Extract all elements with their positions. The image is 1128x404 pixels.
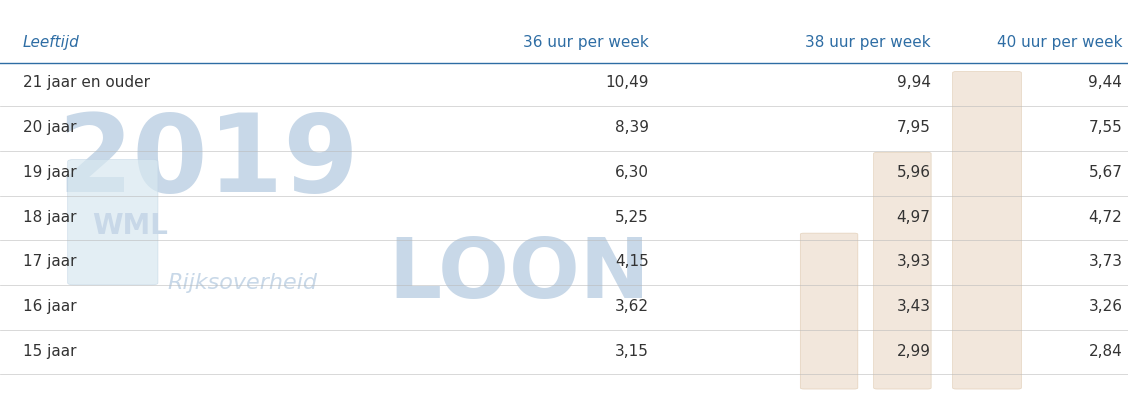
Text: 10,49: 10,49 (605, 75, 649, 90)
Text: 8,39: 8,39 (615, 120, 649, 135)
Text: 4,72: 4,72 (1089, 210, 1122, 225)
Text: 3,62: 3,62 (615, 299, 649, 314)
Text: Leeftijd: Leeftijd (23, 35, 79, 50)
Text: 3,15: 3,15 (615, 344, 649, 359)
Text: 5,67: 5,67 (1089, 165, 1122, 180)
Text: 7,55: 7,55 (1089, 120, 1122, 135)
Text: 4,15: 4,15 (615, 254, 649, 269)
FancyBboxPatch shape (952, 72, 1022, 389)
Text: 6,30: 6,30 (615, 165, 649, 180)
Text: 9,94: 9,94 (897, 75, 931, 90)
Text: 18 jaar: 18 jaar (23, 210, 76, 225)
Text: 3,93: 3,93 (897, 254, 931, 269)
Text: 40 uur per week: 40 uur per week (997, 35, 1122, 50)
Text: 2,99: 2,99 (897, 344, 931, 359)
Text: 4,97: 4,97 (897, 210, 931, 225)
Text: 7,95: 7,95 (897, 120, 931, 135)
FancyBboxPatch shape (874, 152, 932, 389)
Text: WML: WML (91, 212, 168, 240)
Text: 3,26: 3,26 (1089, 299, 1122, 314)
Text: 2,84: 2,84 (1089, 344, 1122, 359)
Text: 38 uur per week: 38 uur per week (805, 35, 931, 50)
Text: 19 jaar: 19 jaar (23, 165, 77, 180)
Text: 36 uur per week: 36 uur per week (523, 35, 649, 50)
Text: 16 jaar: 16 jaar (23, 299, 77, 314)
Text: 3,73: 3,73 (1089, 254, 1122, 269)
FancyBboxPatch shape (801, 233, 858, 389)
Text: 3,43: 3,43 (897, 299, 931, 314)
Text: Rijksoverheid: Rijksoverheid (168, 273, 317, 293)
Text: 9,44: 9,44 (1089, 75, 1122, 90)
Text: LOON: LOON (388, 234, 650, 315)
Text: 20 jaar: 20 jaar (23, 120, 76, 135)
Text: 21 jaar en ouder: 21 jaar en ouder (23, 75, 150, 90)
Text: 5,25: 5,25 (615, 210, 649, 225)
Text: 15 jaar: 15 jaar (23, 344, 76, 359)
Text: 2019: 2019 (58, 109, 360, 215)
Text: 5,96: 5,96 (897, 165, 931, 180)
Text: 17 jaar: 17 jaar (23, 254, 76, 269)
FancyBboxPatch shape (68, 160, 158, 285)
